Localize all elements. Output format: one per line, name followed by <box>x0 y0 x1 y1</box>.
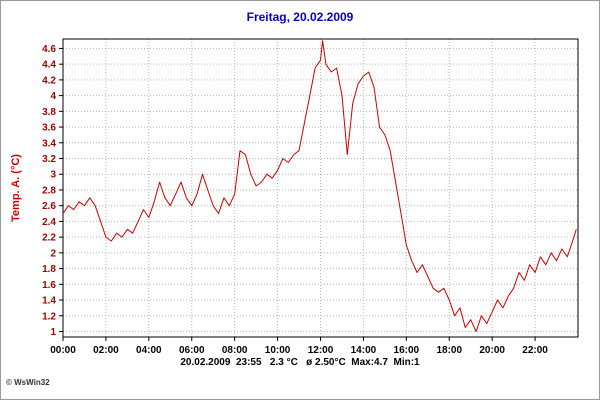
svg-text:1.2: 1.2 <box>42 311 56 322</box>
temperature-line <box>62 40 577 332</box>
grid-lines <box>63 39 578 337</box>
svg-text:2.4: 2.4 <box>42 217 56 228</box>
svg-text:02:00: 02:00 <box>93 345 119 356</box>
svg-text:4.4: 4.4 <box>42 60 56 71</box>
svg-text:14:00: 14:00 <box>351 345 377 356</box>
svg-text:2.2: 2.2 <box>42 233 56 244</box>
svg-text:20:00: 20:00 <box>479 345 505 356</box>
y-axis-labels: 4.6 4.4 4.2 4 3.8 3.6 3.4 3.2 3 2.8 2.6 2.4 2.2 2 1.8 1… <box>42 44 63 338</box>
svg-text:3.8: 3.8 <box>42 107 56 118</box>
svg-text:1.8: 1.8 <box>42 264 56 275</box>
svg-text:22:00: 22:00 <box>522 345 548 356</box>
chart-title: Freitag, 20.02.2009 <box>246 10 354 24</box>
svg-text:3: 3 <box>50 170 56 181</box>
svg-text:3.4: 3.4 <box>42 138 56 149</box>
svg-text:2.8: 2.8 <box>42 185 56 196</box>
status-line: 20.02.2009 23:55 2.3 °C ø 2.50°C Max:4.7… <box>180 357 420 368</box>
svg-text:2.6: 2.6 <box>42 201 56 212</box>
svg-text:1.4: 1.4 <box>42 296 56 307</box>
svg-text:3.6: 3.6 <box>42 123 56 134</box>
x-axis-labels: 00:00 02:00 04:00 06:00 08:00 10:00 12:00 14:00… <box>50 337 548 356</box>
svg-text:1: 1 <box>50 327 56 338</box>
plot-background <box>63 39 578 337</box>
copyright-label: © WsWin32 <box>6 378 50 387</box>
svg-text:3.2: 3.2 <box>42 154 56 165</box>
svg-text:08:00: 08:00 <box>222 345 248 356</box>
svg-text:1.6: 1.6 <box>42 280 56 291</box>
svg-text:16:00: 16:00 <box>394 345 420 356</box>
svg-text:4.6: 4.6 <box>42 44 56 55</box>
svg-text:10:00: 10:00 <box>265 345 291 356</box>
svg-text:06:00: 06:00 <box>179 345 205 356</box>
svg-text:00:00: 00:00 <box>50 345 76 356</box>
svg-text:4.2: 4.2 <box>42 75 56 86</box>
svg-text:2: 2 <box>50 248 56 259</box>
svg-text:04:00: 04:00 <box>136 345 162 356</box>
svg-text:18:00: 18:00 <box>436 345 462 356</box>
svg-text:12:00: 12:00 <box>308 345 334 356</box>
svg-text:4: 4 <box>50 91 56 102</box>
